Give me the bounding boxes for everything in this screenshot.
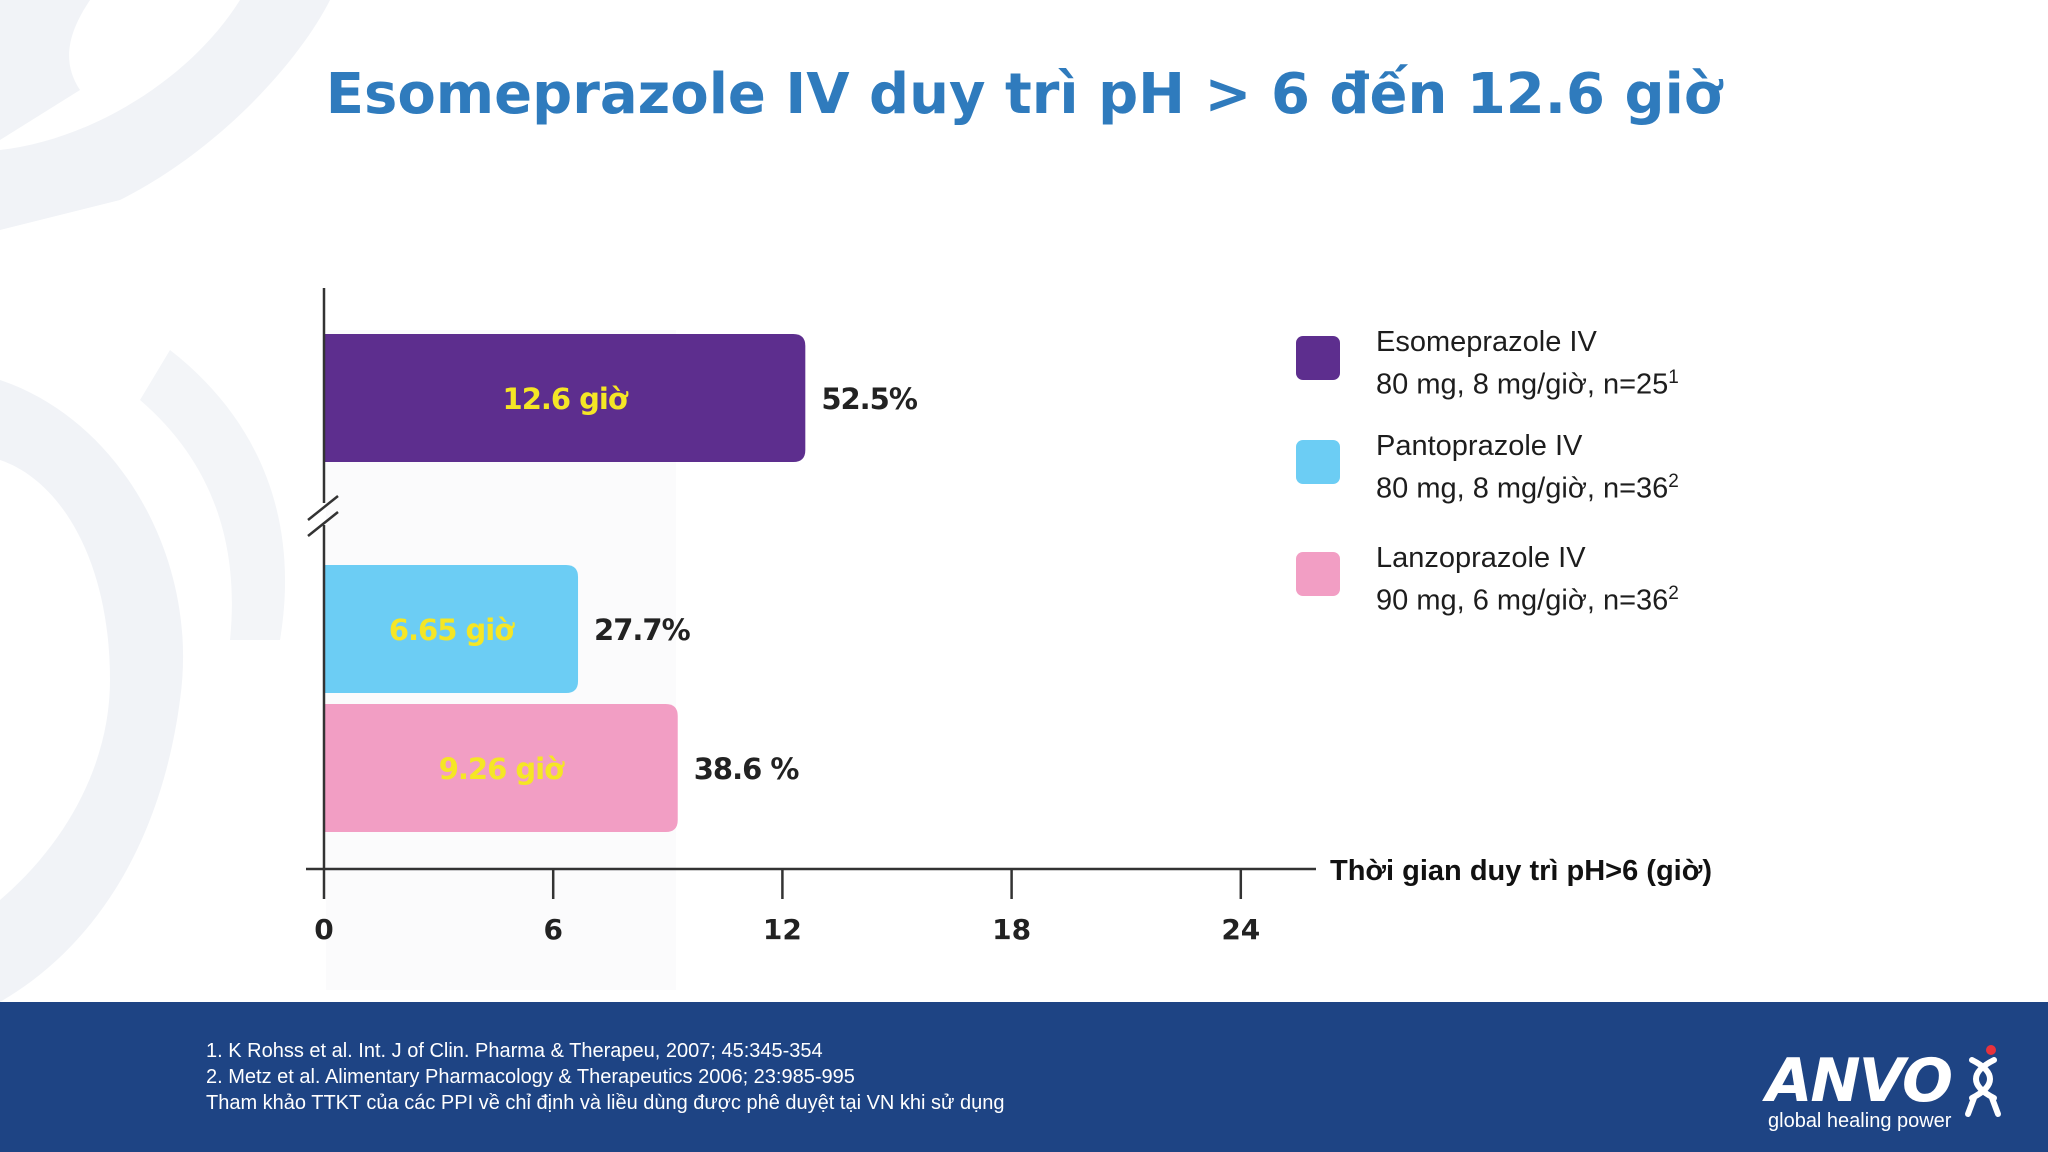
slide-title: Esomeprazole IV duy trì pH > 6 đến 12.6 … [325, 62, 1723, 127]
reference-note: Tham khảo TTKT của các PPI về chỉ định v… [206, 1092, 1005, 1114]
legend-ref-pantoprazole: 2 [1668, 471, 1679, 492]
bar-chart: 12.6 giờ 52.5% 6.65 giờ 27.7% 9.26 giờ 38.6 %… [306, 288, 1712, 946]
legend-ref-esomeprazole: 1 [1668, 367, 1679, 388]
x-tick-label-0: 0 [314, 913, 333, 946]
x-axis-label: Thời gian duy trì pH>6 (giờ) [1330, 855, 1712, 887]
legend-drug-esomeprazole: Esomeprazole IV [1376, 326, 1597, 358]
legend-swatch-lanzoprazole [1296, 552, 1340, 596]
bar-outer-label-pantoprazole: 27.7% [594, 613, 691, 647]
dna-logo-icon [1965, 1045, 2001, 1117]
legend-drug-lanzoprazole: Lanzoprazole IV [1376, 542, 1586, 574]
x-tick-label-24: 24 [1221, 913, 1260, 946]
legend-swatch-pantoprazole [1296, 440, 1340, 484]
legend-swatch-esomeprazole [1296, 336, 1340, 380]
bar-inner-label-pantoprazole: 6.65 giờ [389, 613, 515, 647]
reference-2: 2. Metz et al. Alimentary Pharmacology &… [206, 1066, 855, 1088]
legend-dose-pantoprazole: 80 mg, 8 mg/giờ, n=36 [1376, 472, 1669, 505]
bar-outer-label-lanzoprazole: 38.6 % [694, 752, 800, 786]
x-tick-label-18: 18 [992, 913, 1031, 946]
bar-esomeprazole [324, 334, 806, 462]
legend-ref-lanzoprazole: 2 [1668, 583, 1679, 604]
reference-1: 1. K Rohss et al. Int. J of Clin. Pharma… [206, 1040, 823, 1062]
bar-inner-label-lanzoprazole: 9.26 giờ [439, 752, 565, 786]
legend-drug-pantoprazole: Pantoprazole IV [1376, 430, 1583, 462]
brand-tagline: global healing power [1768, 1110, 1952, 1132]
bar-outer-label-esomeprazole: 52.5% [821, 382, 918, 416]
x-tick-label-6: 6 [543, 913, 562, 946]
bar-pantoprazole [324, 565, 579, 693]
bar-inner-label-esomeprazole: 12.6 giờ [503, 382, 629, 416]
bar-lanzoprazole [324, 704, 678, 832]
footer-bar: 1. K Rohss et al. Int. J of Clin. Pharma… [0, 1002, 2048, 1152]
background-decoration [0, 0, 330, 1002]
legend-dose-lanzoprazole: 90 mg, 6 mg/giờ, n=36 [1376, 584, 1669, 617]
axis-break-mark-1 [307, 495, 339, 521]
x-tick-label-12: 12 [763, 913, 802, 946]
brand-logo-text: ANVO [1766, 1046, 1953, 1116]
axis-break-mark-2 [307, 511, 339, 537]
legend-dose-esomeprazole: 80 mg, 8 mg/giờ, n=25 [1376, 368, 1669, 401]
